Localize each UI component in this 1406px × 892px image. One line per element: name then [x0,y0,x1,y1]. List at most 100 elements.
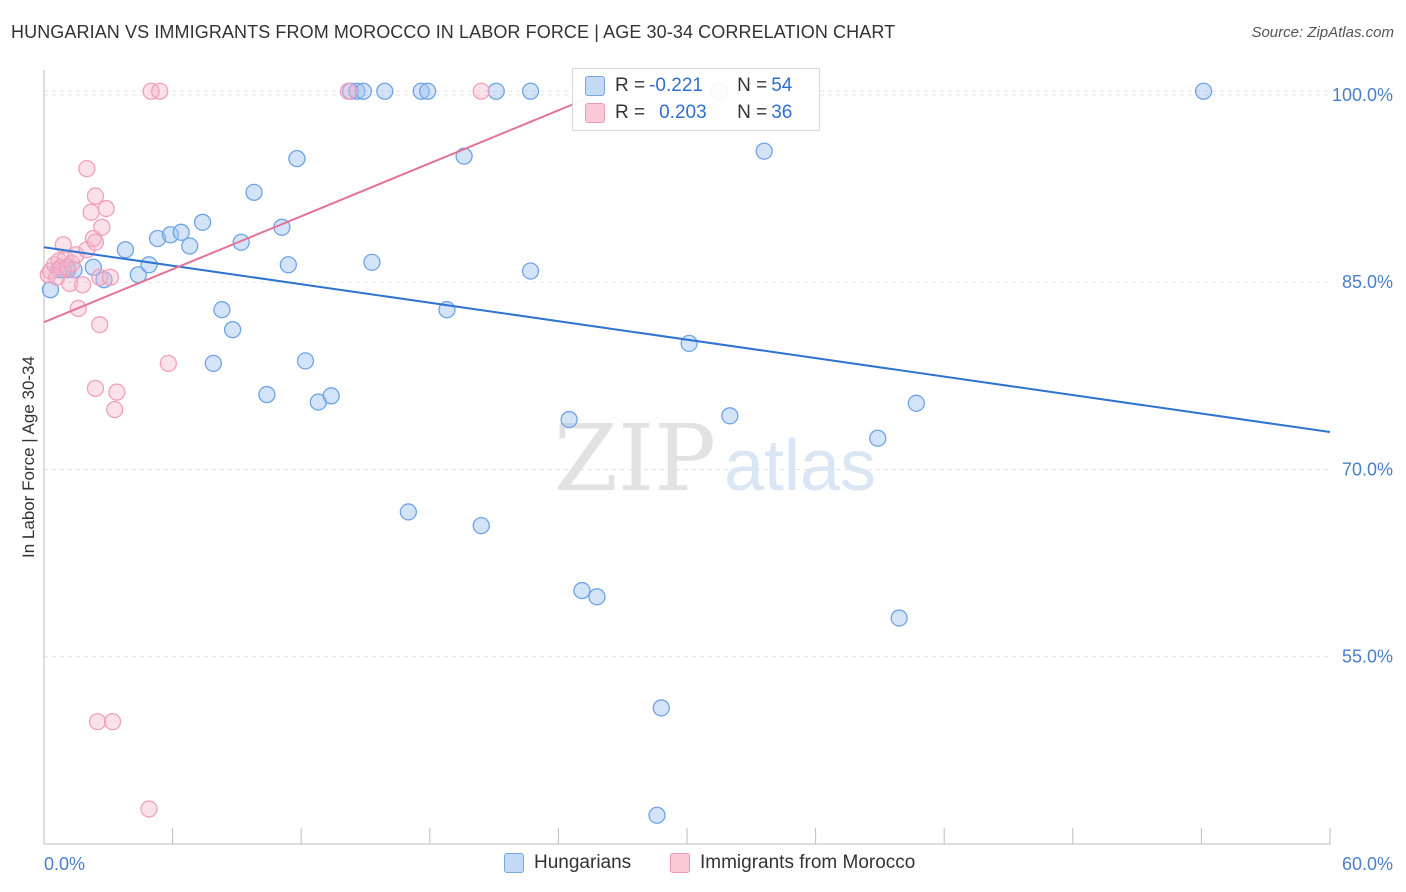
hungarians-point [560,410,578,429]
hungarians-point [419,82,437,100]
hungarians-point [1194,82,1213,100]
hungarians-point [721,407,739,425]
correlation-legend: R = -0.221 N = 54 R = 0.203 N = 36 [572,68,820,131]
morocco-point [339,82,358,100]
morocco-label: Immigrants from Morocco [700,852,916,873]
morocco-point [78,159,96,178]
series-legend-morocco[interactable]: Immigrants from Morocco [670,852,915,874]
hungarians-point [140,256,158,274]
watermark-atlas: atlas [724,426,876,506]
morocco-points [39,82,490,818]
hungarians-point [161,226,180,244]
morocco-point [86,379,105,397]
hungarians-point [363,253,381,271]
morocco-point [88,713,107,731]
morocco-point [82,203,100,221]
morocco-swatch [670,853,690,873]
morocco-point [61,274,79,293]
hungarians-point [399,503,418,521]
morocco-point [159,354,177,373]
morocco-point [91,316,109,334]
legend-n-label: N = [737,75,768,96]
hungarians-point [652,699,670,717]
hungarians-point [116,241,135,259]
hungarians-point [890,609,908,627]
hungarians-point [680,334,698,353]
trend-lines [43,95,1331,434]
legend-n-value: 36 [771,102,793,123]
legend-n-label: N = [737,102,768,123]
axes [43,70,1331,845]
hungarians-trend-line [43,246,1331,434]
legend-r-value: 0.203 [659,102,707,123]
morocco-point [472,82,490,100]
hungarians-point [487,82,505,100]
hungarians-point [322,387,340,405]
hungarians-point [84,258,102,276]
watermark-zip: ZIP [554,405,716,512]
hungarians-swatch [504,853,524,873]
y-tick-label: 55.0% [1342,647,1393,667]
source-credit: Source: ZipAtlas.com [1251,24,1394,41]
morocco-point [93,218,111,236]
morocco-point [86,187,105,205]
morocco-trend-line [43,95,594,324]
y-tick-label: 70.0% [1342,459,1393,479]
morocco-point [97,199,115,218]
hungarians-point [521,82,540,100]
x-tick-label: 60.0% [1342,854,1393,874]
hungarians-point [258,385,276,404]
chart-title: HUNGARIAN VS IMMIGRANTS FROM MOROCCO IN … [11,22,896,42]
hungarians-point [213,301,231,319]
morocco-point [63,254,81,273]
hungarians-point [193,213,212,231]
series-legend-hungarians[interactable]: Hungarians [504,852,631,874]
morocco-point [140,800,158,818]
watermark: ZIP atlas [554,405,876,512]
legend-r-label: R = [615,102,646,123]
hungarians-point [279,256,297,274]
morocco-point [103,713,122,731]
y-tick-label: 100.0% [1332,85,1393,105]
hungarians-point [472,517,490,535]
y-tick-label: 85.0% [1342,272,1393,292]
y-tick-labels: 55.0% 70.0% 85.0% 100.0% [1332,85,1393,667]
hungarians-point [521,262,540,280]
legend-swatch-morocco [585,103,605,123]
hungarians-point [648,806,666,824]
hungarians-point [172,223,190,241]
morocco-point [108,383,126,401]
legend-r-value: -0.221 [649,75,703,96]
legend-r-label: R = [615,75,646,96]
morocco-point [101,268,120,286]
morocco-point [106,400,124,419]
hungarians-point [376,82,394,100]
hungarians-label: Hungarians [534,852,632,873]
hungarians-point [354,82,373,100]
legend-swatch-hungarians [585,76,605,96]
x-tick-label: 0.0% [44,854,85,874]
hungarians-point [181,237,199,255]
hungarians-point [869,429,887,447]
morocco-point [151,82,169,100]
legend-n-value: 54 [771,75,793,96]
y-axis-label: In Labor Force | Age 30-34 [19,356,38,558]
hungarians-point [223,321,242,339]
hungarians-point [755,142,773,160]
hungarians-point [573,581,591,600]
morocco-point [73,276,92,294]
hungarians-point [588,588,606,606]
hungarians-point [204,354,222,373]
legend-row-hungarians: R = -0.221 N = 54 [585,73,792,99]
morocco-point [52,258,70,276]
morocco-point [86,233,105,251]
hungarians-point [296,352,315,370]
hungarians-point [907,394,925,412]
hungarians-point [148,229,167,248]
x-tick-labels: 0.0% 60.0% [44,854,1393,874]
hungarians-point [288,149,306,168]
series-legend: Hungarians Immigrants from Morocco [0,852,1406,878]
legend-row-morocco: R = 0.203 N = 36 [585,100,792,126]
hungarians-point [245,183,263,201]
